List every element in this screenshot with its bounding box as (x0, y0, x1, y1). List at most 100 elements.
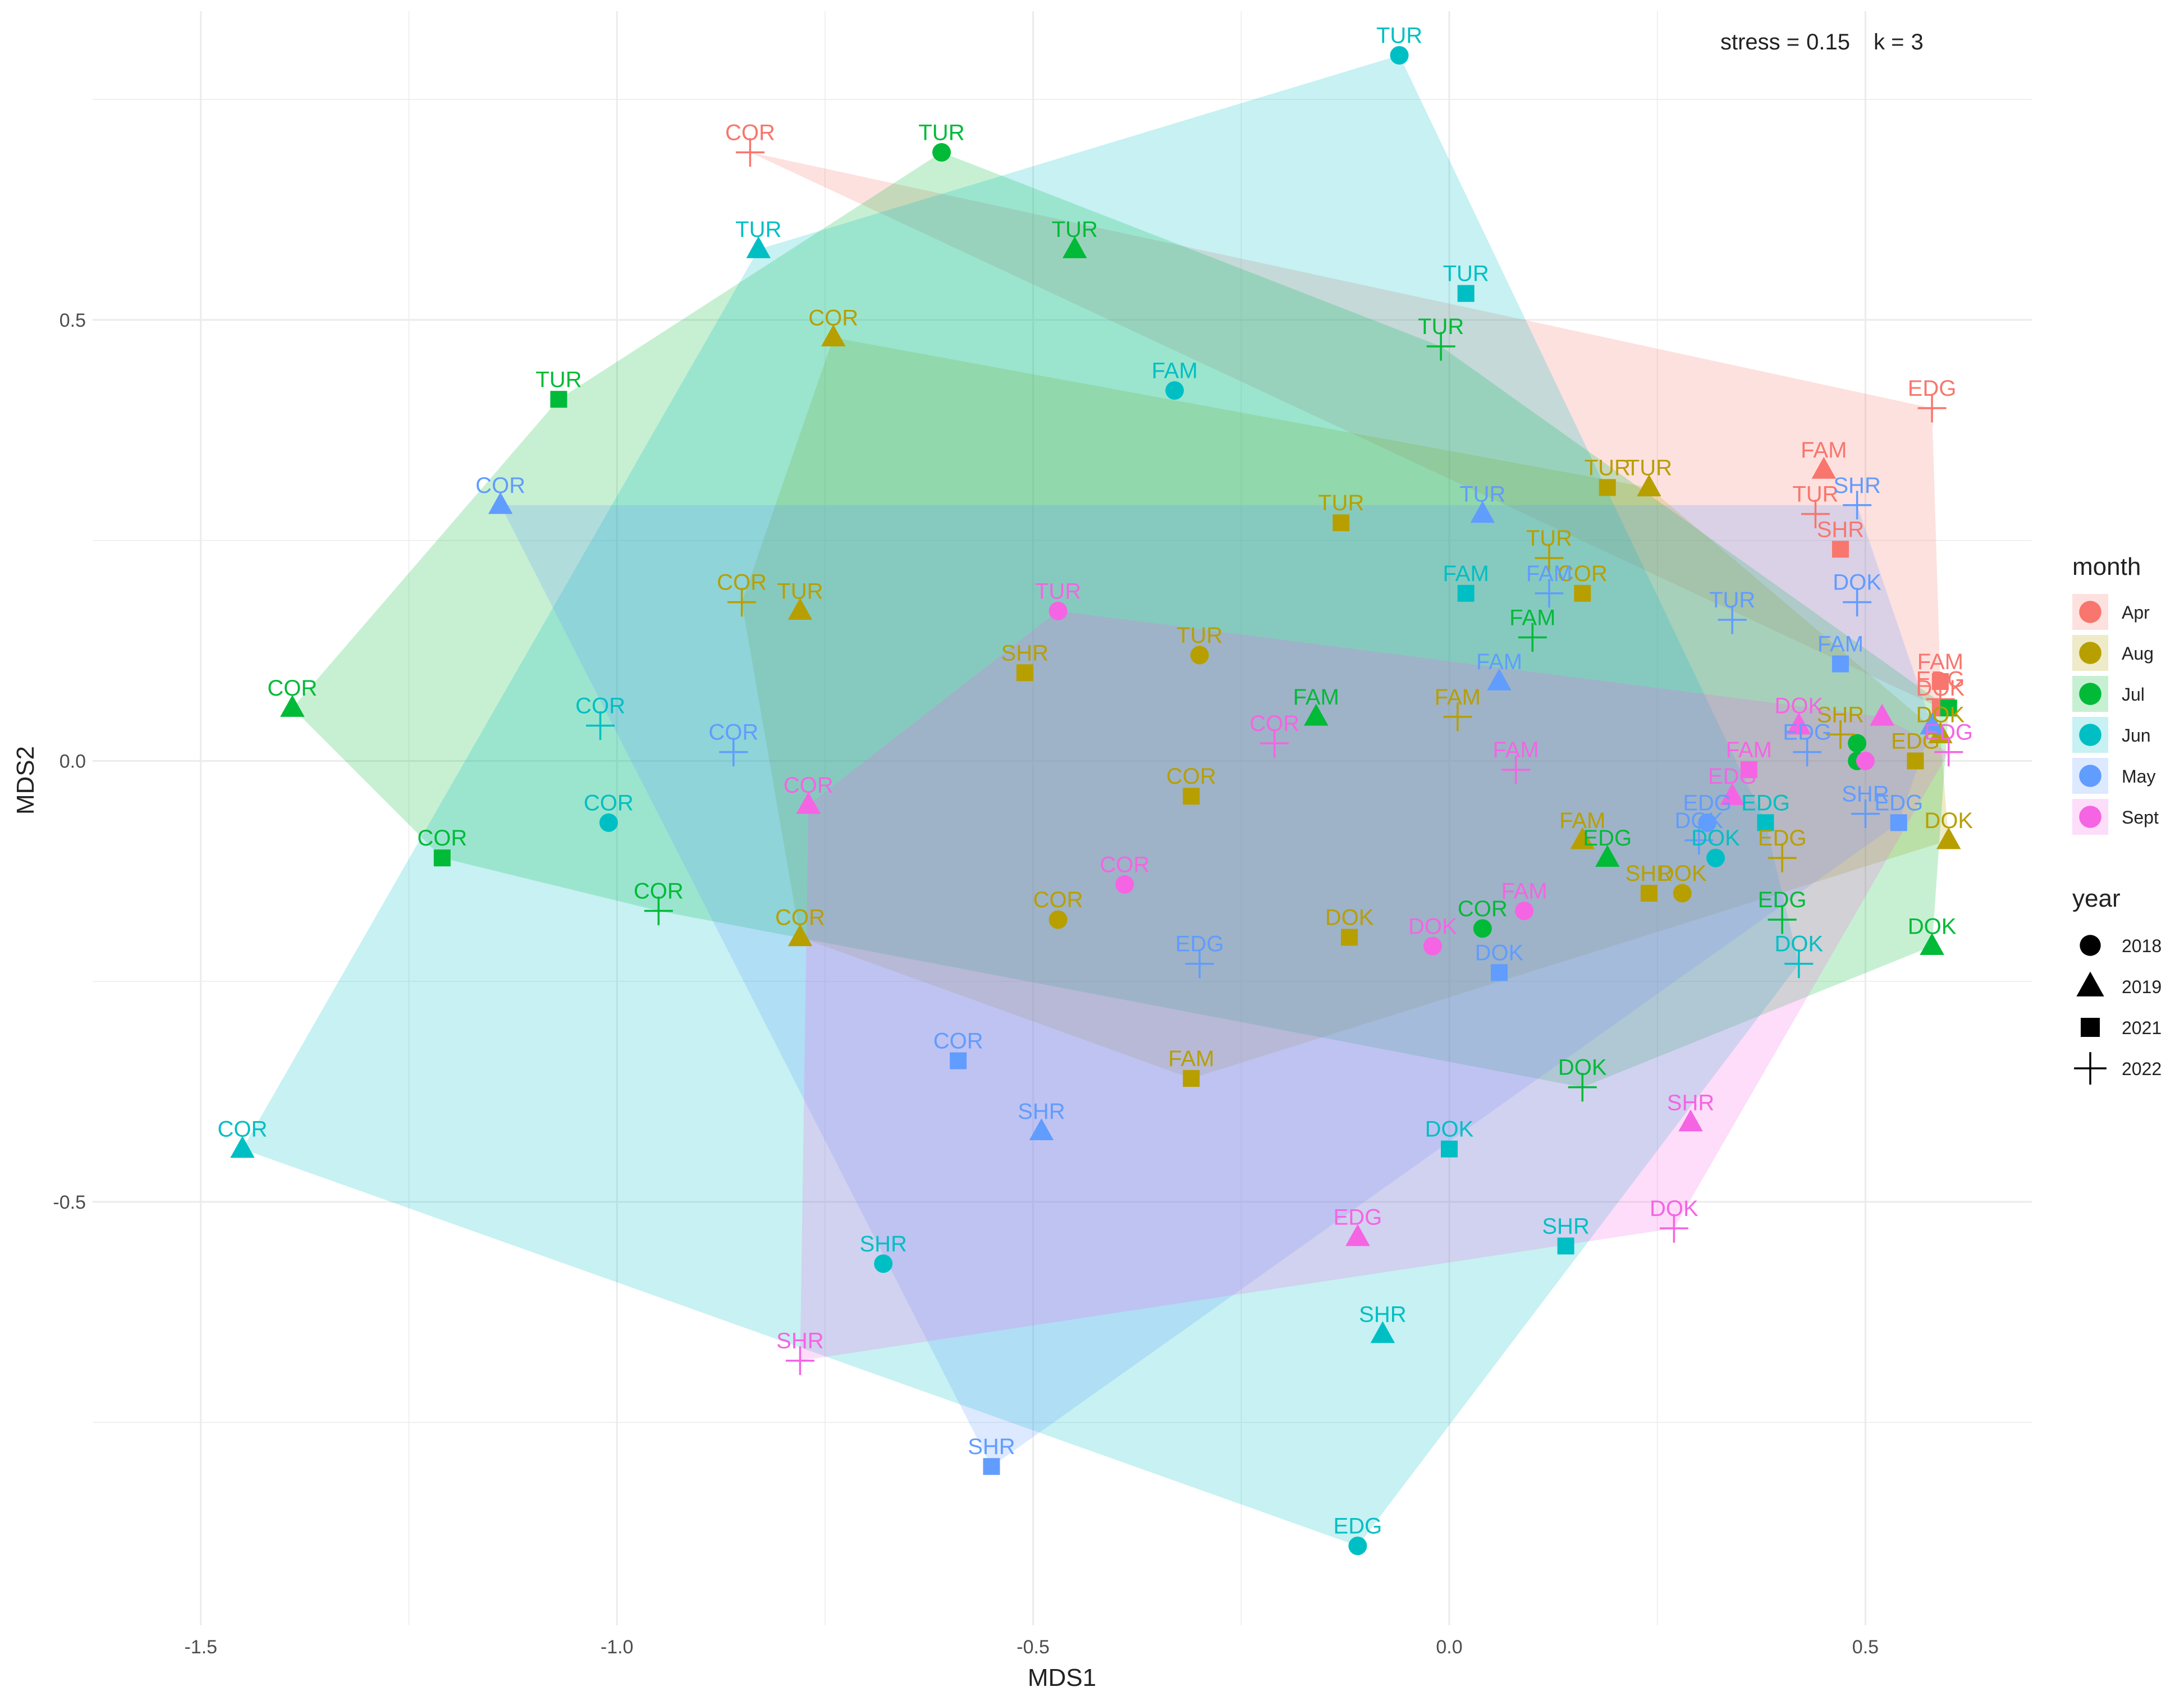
point-label: FAM (1501, 879, 1547, 903)
data-point (1535, 543, 1564, 573)
point-label: COR (775, 906, 825, 930)
point-label: TUR (1626, 455, 1672, 480)
point-label: DOK (1774, 694, 1823, 719)
legend-month-dot (2079, 724, 2101, 746)
legend-year-label: 2021 (2122, 1018, 2162, 1038)
point-label: DOK (1475, 940, 1524, 965)
point-label: FAM (1526, 561, 1572, 586)
point-label: DOK (1916, 702, 1965, 727)
data-point (1720, 783, 1745, 805)
data-point (1029, 1118, 1054, 1140)
point-label: COR (933, 1029, 983, 1054)
point-label: TUR (1318, 491, 1364, 515)
data-point (727, 588, 757, 617)
point-label: EDG (1583, 826, 1632, 851)
data-point (1595, 844, 1620, 867)
x-tick-label: -1.0 (601, 1636, 634, 1658)
stress-annotation: stress = 0.15 k = 3 (1720, 30, 1924, 54)
data-point (1659, 1214, 1688, 1243)
data-point (1260, 729, 1289, 758)
point-label: FAM (1559, 808, 1605, 833)
point-label: EDG (1916, 667, 1965, 692)
point-label: SHR (859, 1232, 906, 1256)
label-layer: CORFAMEDGTURSHRFAMEDGDOKTURTURTURFAMCORC… (217, 24, 1973, 1539)
point-label: FAM (1917, 650, 1963, 674)
point-label: DOK (1650, 1196, 1698, 1221)
data-point (1426, 332, 1455, 361)
data-point (644, 896, 673, 925)
point-label: DOK (1425, 1117, 1474, 1142)
point-label: COR (1249, 711, 1299, 736)
hull-apr (750, 152, 1940, 708)
data-point (1423, 936, 1442, 956)
point-label: DOK (1691, 826, 1740, 851)
point-label: FAM (1435, 685, 1481, 710)
point-label: SHR (1359, 1302, 1406, 1327)
data-point (950, 1052, 967, 1069)
point-label: TUR (777, 579, 823, 604)
data-point (1568, 1073, 1597, 1102)
point-label: COR (1033, 888, 1083, 912)
data-point (1473, 919, 1492, 938)
data-point (1016, 664, 1033, 682)
data-point (1640, 885, 1658, 902)
data-point (1345, 1224, 1370, 1246)
point-label: FAM (1726, 738, 1772, 762)
point-label: DOK (1908, 914, 1957, 939)
data-point (1570, 827, 1595, 849)
data-point (1165, 381, 1184, 400)
data-point (1890, 814, 1907, 831)
data-point (1341, 929, 1358, 946)
point-label: SHR (1842, 782, 1889, 807)
point-label: FAM (1443, 561, 1489, 586)
legend-month-dot (2079, 601, 2101, 623)
point-label: TUR (1052, 217, 1098, 242)
point-label: DOK (1658, 861, 1707, 886)
point-label: COR (1558, 561, 1608, 586)
point-label: DOK (1558, 1055, 1607, 1080)
y-axis-title: MDS2 (12, 746, 39, 815)
point-label: DOK (1833, 570, 1881, 595)
data-point (1457, 285, 1475, 302)
point-label: EDG (1874, 790, 1923, 815)
data-point (1907, 752, 1924, 770)
data-point (1048, 910, 1068, 929)
data-point (1514, 901, 1533, 920)
point-label: DOK (1675, 808, 1724, 833)
point-label: DOK (1916, 676, 1965, 701)
x-tick-label: 0.5 (1852, 1636, 1879, 1658)
data-point (1920, 712, 1944, 735)
point-label: TUR (1176, 623, 1223, 648)
data-point (433, 849, 451, 867)
data-point (787, 924, 813, 947)
data-point (1535, 579, 1564, 608)
data-point (1304, 703, 1329, 726)
data-point (746, 236, 771, 258)
data-point (1443, 702, 1472, 732)
point-label: FAM (1168, 1046, 1214, 1071)
data-point (1185, 949, 1214, 979)
point-label: TUR (1376, 24, 1422, 48)
point-label: COR (634, 879, 684, 903)
point-label: DOK (1408, 914, 1457, 939)
data-point (1832, 541, 1849, 558)
point-label: COR (417, 826, 467, 851)
point-label: SHR (1833, 473, 1880, 498)
point-label: COR (808, 305, 858, 330)
data-point (1917, 394, 1947, 423)
data-point (280, 694, 305, 717)
legend-month-label: Jul (2122, 684, 2145, 705)
point-label: SHR (776, 1329, 823, 1354)
data-point (1801, 499, 1830, 528)
data-point (1678, 1109, 1703, 1132)
point-label: TUR (735, 217, 781, 242)
data-point (488, 492, 513, 514)
point-label: EDG (1758, 888, 1807, 912)
legend-year-label: 2018 (2122, 936, 2162, 956)
point-label: FAM (1493, 738, 1539, 762)
axis-layer: -1.5 -1.0 -0.5 0.0 0.5 -0.5 0.0 0.5 (53, 310, 1879, 1658)
data-point (1673, 884, 1692, 903)
